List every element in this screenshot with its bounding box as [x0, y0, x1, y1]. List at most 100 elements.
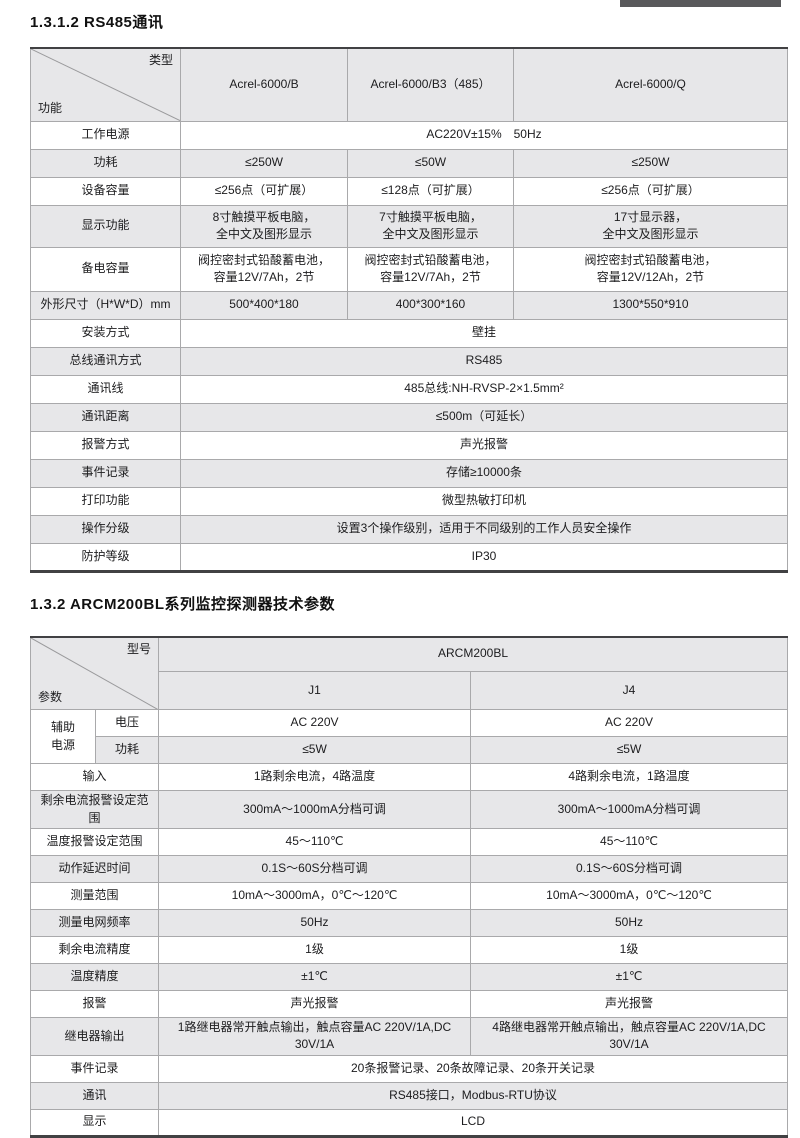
row-label: 剩余电流精度 [30, 935, 159, 964]
cell-value: 10mA～3000mA，0℃～120℃ [158, 881, 471, 910]
diagonal-bottom-label: 参数 [38, 689, 63, 704]
cell-value: ≤250W [513, 148, 788, 178]
cell-value: IP30 [180, 542, 788, 572]
cell-value: 微型热敏打印机 [180, 486, 788, 516]
table-header-row: 型号 参数 ARCM200BL [30, 636, 788, 711]
cell-value: 10mA～3000mA，0℃～120℃ [470, 881, 788, 910]
table-row: 打印功能 微型热敏打印机 [30, 486, 788, 516]
cell-value: 45～110℃ [158, 827, 471, 856]
cell-value: RS485接口，Modbus-RTU协议 [158, 1081, 788, 1110]
cell-value: 1级 [470, 935, 788, 964]
table-row: 输入 1路剩余电流，4路温度 4路剩余电流，1路温度 [30, 763, 788, 792]
table-row: 总线通讯方式 RS485 [30, 346, 788, 376]
cell-value: ≤5W [470, 736, 788, 765]
table-row: 显示功能 8寸触摸平板电脑， 全中文及图形显示 7寸触摸平板电脑， 全中文及图形… [30, 204, 788, 248]
cell-value: 存储≥10000条 [180, 458, 788, 488]
cell-value: 声光报警 [158, 989, 471, 1018]
cell-value: 45～110℃ [470, 827, 788, 856]
table-row: 功耗 ≤5W ≤5W [31, 736, 788, 765]
cell-value: 300mA～1000mA分档可调 [158, 790, 471, 829]
table-header-row: 类型 功能 Acrel-6000/B Acrel-6000/B3（485） Ac… [30, 47, 788, 122]
row-label: 工作电源 [30, 120, 181, 150]
table-row: 设备容量 ≤256点（可扩展） ≤128点（可扩展） ≤256点（可扩展） [30, 176, 788, 206]
cell-value: 50Hz [158, 908, 471, 937]
section2-title: 1.3.2 ARCM200BL系列监控探测器技术参数 [30, 595, 335, 613]
diagonal-line [31, 49, 180, 121]
cell-value: 阀控密封式铅酸蓄电池， 容量12V/7Ah，2节 [347, 246, 514, 292]
row-label: 总线通讯方式 [30, 346, 181, 376]
row-label: 安装方式 [30, 318, 181, 348]
diagonal-line [31, 638, 158, 710]
row-label: 事件记录 [30, 458, 181, 488]
cell-value: AC 220V [470, 709, 788, 738]
cell-value: RS485 [180, 346, 788, 376]
aux-power-group-label: 辅助 电源 [30, 709, 96, 765]
row-label: 备电容量 [30, 246, 181, 292]
row-label: 测量电网频率 [30, 908, 159, 937]
row-label: 测量范围 [30, 881, 159, 910]
row-label: 设备容量 [30, 176, 181, 206]
row-label: 显示功能 [30, 204, 181, 248]
diagonal-top-label: 型号 [126, 641, 151, 656]
table-row: 事件记录 20条报警记录、20条故障记录、20条开关记录 [30, 1054, 788, 1083]
row-label: 通讯线 [30, 374, 181, 404]
arcm200bl-spec-table: 型号 参数 ARCM200BL J1 J4 辅助 电源 电压 AC 220V A… [30, 635, 788, 1138]
table-row: 辅助 电源 电压 AC 220V AC 220V [30, 709, 788, 765]
table-row: 报警 声光报警 声光报警 [30, 989, 788, 1018]
column-header: Acrel-6000/Q [513, 47, 788, 122]
cell-value: 声光报警 [470, 989, 788, 1018]
cell-value: 400*300*160 [347, 290, 514, 320]
cell-value: LCD [158, 1108, 788, 1137]
column-header: Acrel-6000/B [180, 47, 348, 122]
row-label: 温度报警设定范围 [30, 827, 159, 856]
row-label: 剩余电流报警设定范围 [30, 790, 159, 829]
row-label: 打印功能 [30, 486, 181, 516]
cell-value: 0.1S～60S分档可调 [158, 854, 471, 883]
row-label: 显示 [30, 1108, 159, 1137]
row-label: 通讯距离 [30, 402, 181, 432]
cell-value: 1300*550*910 [513, 290, 788, 320]
model-group-header: ARCM200BL [158, 636, 788, 672]
cell-value: AC 220V [158, 709, 471, 738]
row-label: 电压 [95, 709, 159, 738]
table-row: 测量电网频率 50Hz 50Hz [30, 908, 788, 937]
table-row: 通讯距离 ≤500m（可延长） [30, 402, 788, 432]
cell-value: 壁挂 [180, 318, 788, 348]
table-row: 动作延迟时间 0.1S～60S分档可调 0.1S～60S分档可调 [30, 854, 788, 883]
diagonal-header-cell: 型号 参数 [30, 636, 159, 711]
table-row: 温度报警设定范围 45～110℃ 45～110℃ [30, 827, 788, 856]
cell-value: ≤256点（可扩展） [513, 176, 788, 206]
table-row: 备电容量 阀控密封式铅酸蓄电池， 容量12V/7Ah，2节 阀控密封式铅酸蓄电池… [30, 246, 788, 292]
cell-value: ≤5W [158, 736, 471, 765]
row-label: 通讯 [30, 1081, 159, 1110]
table-row: 安装方式 壁挂 [30, 318, 788, 348]
row-label: 防护等级 [30, 542, 181, 572]
cell-value: 8寸触摸平板电脑， 全中文及图形显示 [180, 204, 348, 248]
page-corner-bar [620, 0, 781, 7]
table-row: 事件记录 存储≥10000条 [30, 458, 788, 488]
section1-title: 1.3.1.2 RS485通讯 [30, 14, 164, 31]
diagonal-header-cell: 类型 功能 [30, 47, 181, 122]
cell-value: AC220V±15% 50Hz [180, 120, 788, 150]
row-label: 输入 [30, 763, 159, 792]
rs485-spec-table: 类型 功能 Acrel-6000/B Acrel-6000/B3（485） Ac… [30, 47, 788, 573]
cell-value: 50Hz [470, 908, 788, 937]
cell-value: 485总线:NH-RVSP-2×1.5mm² [180, 374, 788, 404]
row-label: 外形尺寸（H*W*D）mm [30, 290, 181, 320]
cell-value: 阀控密封式铅酸蓄电池， 容量12V/7Ah，2节 [180, 246, 348, 292]
row-label: 事件记录 [30, 1054, 159, 1083]
cell-value: 1级 [158, 935, 471, 964]
table-row: 通讯线 485总线:NH-RVSP-2×1.5mm² [30, 374, 788, 404]
cell-value: 300mA～1000mA分档可调 [470, 790, 788, 829]
cell-value: ≤256点（可扩展） [180, 176, 348, 206]
table-row: 温度精度 ±1℃ ±1℃ [30, 962, 788, 991]
cell-value: 500*400*180 [180, 290, 348, 320]
table-row: 显示 LCD [30, 1108, 788, 1137]
cell-value: ≤128点（可扩展） [347, 176, 514, 206]
cell-value: 声光报警 [180, 430, 788, 460]
row-label: 报警方式 [30, 430, 181, 460]
table-row: 外形尺寸（H*W*D）mm 500*400*180 400*300*160 13… [30, 290, 788, 320]
row-label: 功耗 [30, 148, 181, 178]
row-label: 操作分级 [30, 514, 181, 544]
diagonal-bottom-label: 功能 [38, 101, 63, 116]
